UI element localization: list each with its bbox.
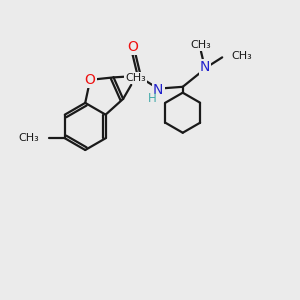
Text: CH₃: CH₃: [231, 51, 252, 61]
Text: H: H: [148, 92, 157, 105]
Text: N: N: [200, 60, 210, 74]
Text: CH₃: CH₃: [125, 73, 146, 83]
Text: O: O: [127, 40, 138, 54]
Text: CH₃: CH₃: [19, 133, 39, 143]
Text: CH₃: CH₃: [190, 40, 212, 50]
Text: O: O: [85, 73, 96, 87]
Text: N: N: [153, 83, 164, 97]
